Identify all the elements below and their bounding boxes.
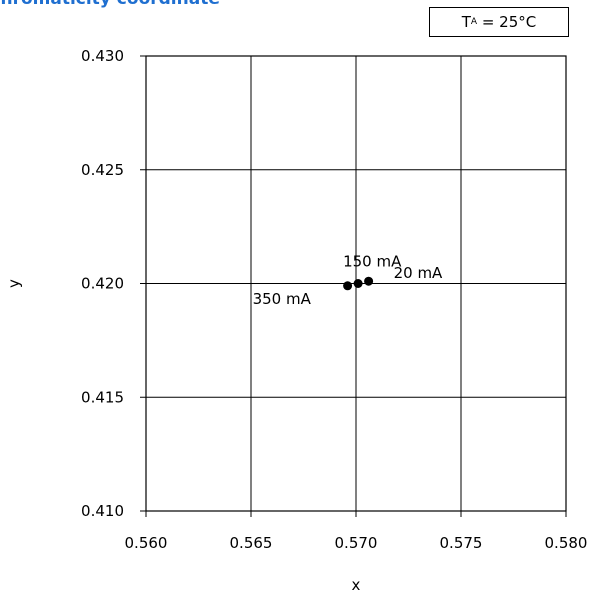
condition-symbol: T [461,13,471,31]
x-tick-label: 0.560 [125,534,168,552]
data-point-label: 350 mA [253,290,312,308]
x-axis-label: x [352,576,361,594]
data-point-label: 20 mA [394,264,443,282]
y-tick-label: 0.415 [81,388,124,406]
data-point [343,281,353,291]
x-tick-label: 0.565 [230,534,273,552]
x-tick-label: 0.570 [335,534,378,552]
data-point [364,276,374,286]
y-tick-label: 0.425 [81,161,124,179]
y-tick-label: 0.420 [81,275,124,293]
data-points [343,276,374,291]
x-tick-labels: 0.560 0.565 0.570 0.575 0.580 [125,534,588,552]
x-tick-label: 0.575 [440,534,483,552]
chart-title: Chromaticity coordinate [0,0,220,9]
plot-frame [145,55,567,512]
grid-lines [140,55,567,517]
x-tick-label: 0.580 [545,534,588,552]
y-axis-label: y [5,279,23,288]
condition-subscript: A [470,17,478,27]
y-tick-label: 0.410 [81,502,124,520]
data-point-label: 150 mA [343,253,402,271]
y-tick-labels: 0.410 0.415 0.420 0.425 0.430 [81,47,124,520]
data-point [353,279,363,288]
y-tick-label: 0.430 [81,47,124,65]
condition-value: = 25°C [477,13,537,31]
